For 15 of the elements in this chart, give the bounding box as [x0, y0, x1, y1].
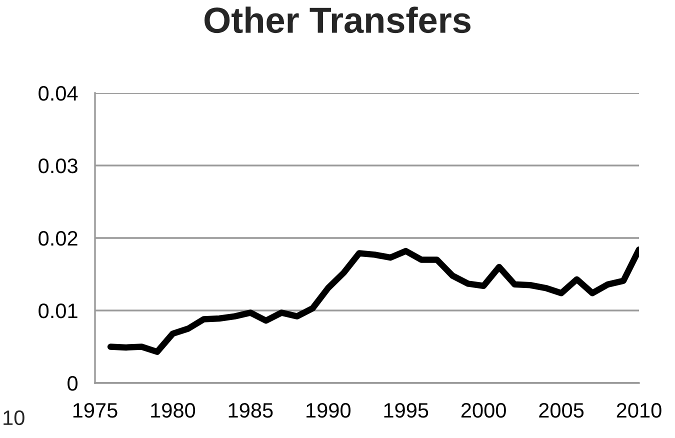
y-tick-label: 0.02: [38, 231, 78, 246]
y-tick-label: 0: [68, 376, 78, 391]
x-tick-label: 1980: [151, 402, 196, 418]
chart-title: Other Transfers: [204, 6, 470, 34]
y-tick-label: 0.03: [38, 158, 78, 174]
x-tick-label: 1990: [306, 402, 351, 418]
y-tick-label: 0.04: [38, 86, 78, 101]
x-tick-label: 2000: [461, 402, 506, 418]
text: 10: [4, 410, 24, 426]
x-tick-label: 1975: [73, 402, 118, 418]
x-tick-label: 1985: [228, 402, 273, 418]
x-tick-label: 2005: [539, 402, 584, 418]
x-tick-label: 2010: [616, 402, 662, 418]
x-tick-label: 1995: [384, 402, 428, 418]
y-tick-label: 0.01: [38, 304, 78, 318]
